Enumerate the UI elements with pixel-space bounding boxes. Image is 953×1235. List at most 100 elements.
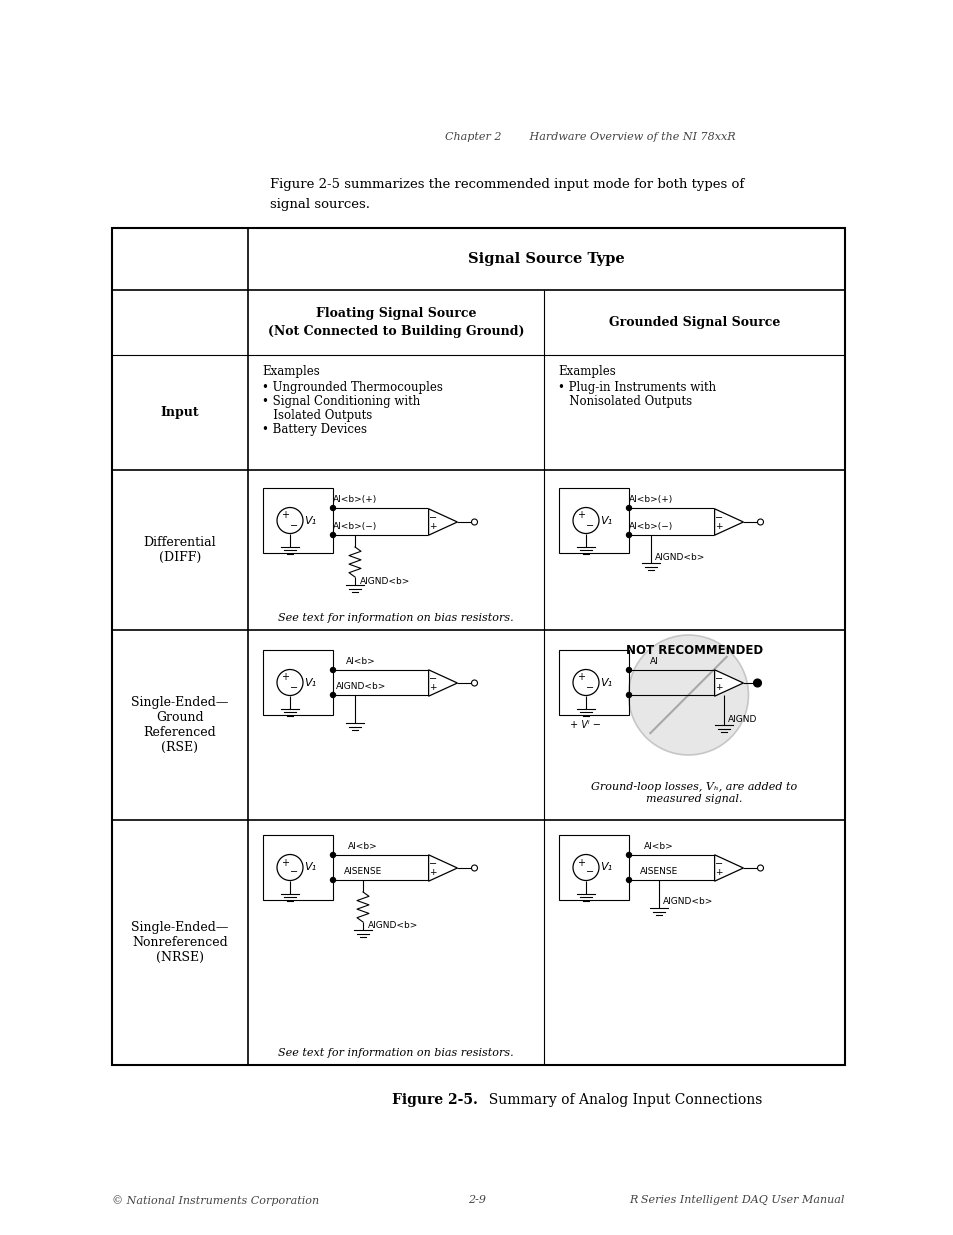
Text: Summary of Analog Input Connections: Summary of Analog Input Connections (479, 1093, 761, 1107)
Bar (112, 228, 844, 1065)
Text: V₁: V₁ (304, 862, 315, 872)
Text: V₁: V₁ (304, 678, 315, 688)
Circle shape (626, 505, 631, 510)
Text: −: − (429, 513, 436, 522)
Text: +: + (577, 857, 584, 867)
Text: • Plug-in Instruments with: • Plug-in Instruments with (558, 382, 716, 394)
Text: Single-Ended—
Nonreferenced
(NRSE): Single-Ended— Nonreferenced (NRSE) (132, 921, 229, 965)
Text: See text for information on bias resistors.: See text for information on bias resisto… (278, 613, 514, 622)
Text: AIGND<b>: AIGND<b> (359, 577, 410, 585)
Polygon shape (714, 855, 742, 882)
Text: AIGND: AIGND (727, 715, 757, 725)
Circle shape (626, 693, 631, 698)
Circle shape (573, 855, 598, 881)
Text: +: + (429, 683, 436, 693)
Polygon shape (428, 669, 456, 697)
Circle shape (330, 667, 335, 673)
Text: Figure 2-5.: Figure 2-5. (392, 1093, 477, 1107)
Text: Differential
(DIFF): Differential (DIFF) (144, 536, 216, 564)
Text: © National Instruments Corporation: © National Instruments Corporation (112, 1195, 319, 1205)
Text: −: − (290, 867, 297, 878)
Text: +: + (281, 673, 289, 683)
Polygon shape (428, 509, 456, 535)
Text: AI: AI (649, 657, 658, 666)
Text: Examples: Examples (558, 366, 615, 378)
Text: +: + (715, 868, 722, 877)
Text: 2-9: 2-9 (468, 1195, 485, 1205)
Text: Input: Input (160, 406, 199, 419)
Circle shape (573, 669, 598, 695)
Text: • Ungrounded Thermocouples: • Ungrounded Thermocouples (262, 382, 442, 394)
Bar (558, 835, 628, 900)
Text: V₁: V₁ (599, 515, 612, 526)
Text: signal sources.: signal sources. (270, 198, 370, 211)
Text: AISENSE: AISENSE (639, 867, 678, 876)
Text: • Signal Conditioning with: • Signal Conditioning with (262, 395, 420, 408)
Text: Isolated Outputs: Isolated Outputs (262, 409, 372, 422)
Bar (558, 488, 628, 553)
Text: • Battery Devices: • Battery Devices (262, 424, 367, 436)
Text: R Series Intelligent DAQ User Manual: R Series Intelligent DAQ User Manual (629, 1195, 844, 1205)
Text: −: − (585, 683, 594, 693)
Text: AIGND<b>: AIGND<b> (655, 552, 704, 562)
Circle shape (276, 855, 303, 881)
Text: AIGND<b>: AIGND<b> (335, 682, 386, 692)
Circle shape (626, 532, 631, 537)
Text: AI<b>(+): AI<b>(+) (333, 495, 376, 504)
Text: Ground-loop losses, Vₕ, are added to
measured signal.: Ground-loop losses, Vₕ, are added to mea… (591, 782, 797, 804)
Text: +: + (715, 522, 722, 531)
Text: V₁: V₁ (304, 515, 315, 526)
Bar (263, 835, 333, 900)
Circle shape (626, 852, 631, 857)
Polygon shape (428, 855, 456, 882)
Text: +: + (577, 673, 584, 683)
Text: +: + (429, 868, 436, 877)
Text: AI<b>(+): AI<b>(+) (628, 495, 673, 504)
Text: AI<b>(−): AI<b>(−) (333, 522, 376, 531)
Text: AI<b>(−): AI<b>(−) (628, 522, 673, 531)
Text: V₁: V₁ (599, 862, 612, 872)
Circle shape (330, 532, 335, 537)
Text: −: − (714, 513, 722, 522)
Text: AI<b>: AI<b> (348, 842, 377, 851)
Circle shape (276, 669, 303, 695)
Bar (558, 650, 628, 715)
Text: −: − (714, 858, 722, 868)
Polygon shape (714, 669, 742, 697)
Circle shape (628, 635, 748, 755)
Text: AIGND<b>: AIGND<b> (662, 898, 713, 906)
Circle shape (330, 693, 335, 698)
Text: Signal Source Type: Signal Source Type (468, 252, 624, 266)
Text: AI<b>: AI<b> (346, 657, 375, 666)
Text: Figure 2-5 summarizes the recommended input mode for both types of: Figure 2-5 summarizes the recommended in… (270, 178, 743, 191)
Text: −: − (714, 673, 722, 684)
Text: AIGND<b>: AIGND<b> (368, 921, 418, 930)
Text: +: + (429, 522, 436, 531)
Text: +: + (715, 683, 722, 693)
Circle shape (330, 505, 335, 510)
Text: −: − (290, 520, 297, 531)
Bar (263, 488, 333, 553)
Text: −: − (290, 683, 297, 693)
Bar (263, 650, 333, 715)
Text: +: + (281, 857, 289, 867)
Circle shape (276, 508, 303, 534)
Text: V₁: V₁ (599, 678, 612, 688)
Text: +: + (281, 510, 289, 520)
Text: Grounded Signal Source: Grounded Signal Source (608, 316, 780, 329)
Text: + Vⁱ −: + Vⁱ − (569, 720, 599, 730)
Text: AI<b>: AI<b> (643, 842, 673, 851)
Polygon shape (714, 509, 742, 535)
Text: −: − (585, 867, 594, 878)
Text: NOT RECOMMENDED: NOT RECOMMENDED (625, 643, 762, 657)
Text: +: + (577, 510, 584, 520)
Text: See text for information on bias resistors.: See text for information on bias resisto… (278, 1049, 514, 1058)
Circle shape (573, 508, 598, 534)
Circle shape (330, 852, 335, 857)
Text: Single-Ended—
Ground
Referenced
(RSE): Single-Ended— Ground Referenced (RSE) (132, 697, 229, 755)
Text: Chapter 2        Hardware Overview of the NI 78xxR: Chapter 2 Hardware Overview of the NI 78… (444, 132, 735, 142)
Circle shape (626, 667, 631, 673)
Text: Nonisolated Outputs: Nonisolated Outputs (558, 395, 691, 408)
Circle shape (753, 679, 760, 687)
Circle shape (330, 878, 335, 883)
